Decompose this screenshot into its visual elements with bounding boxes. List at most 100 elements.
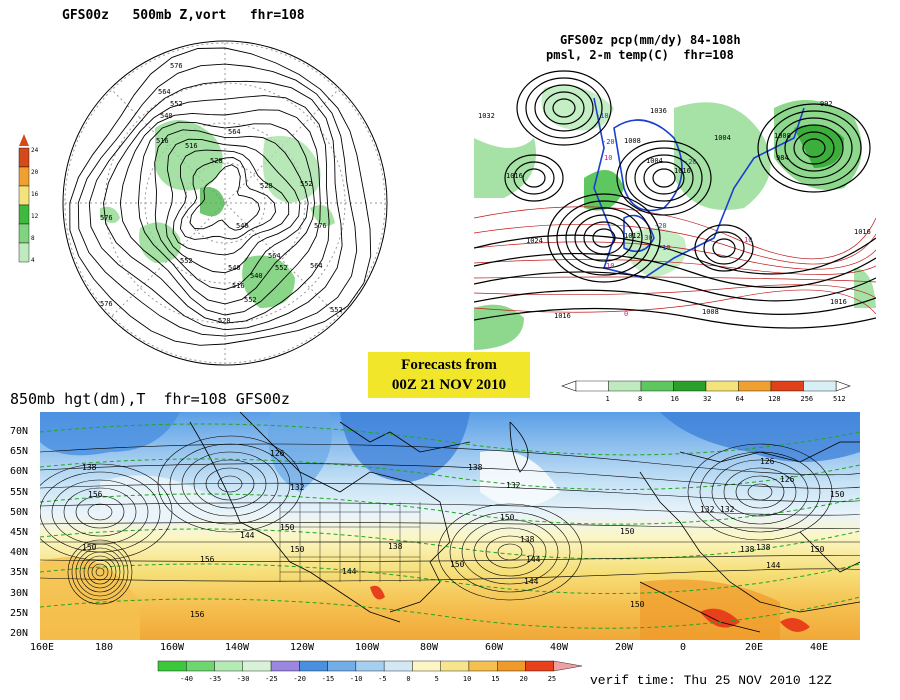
lon-label: 40W: [550, 642, 569, 653]
lat-label: 50N: [10, 506, 29, 518]
pcp-colorbar-label: 32: [703, 395, 711, 403]
contour-label: 576: [314, 222, 327, 230]
lon-label: 160E: [30, 642, 55, 653]
temp-colorbar-swatch: [242, 660, 272, 672]
height-contour: [449, 511, 571, 593]
pcp-colorbar-label: 8: [638, 395, 642, 403]
isobar: [694, 224, 754, 272]
height-label: 150: [280, 523, 295, 532]
height-contour: [154, 129, 309, 291]
temperature-contour: [40, 493, 860, 525]
temp-isotherm: [474, 276, 876, 283]
height-label: 144: [766, 561, 781, 570]
legend-swatch: [18, 185, 30, 206]
temp-colorbar-swatch: [214, 660, 243, 672]
contour-label: 528: [218, 317, 231, 325]
height-contour: [205, 467, 255, 501]
height-label: 132: [506, 481, 521, 490]
isobar: [625, 147, 703, 209]
height-label: 138: [756, 543, 771, 552]
height-contour: [40, 502, 860, 516]
legend-swatch: [18, 242, 30, 263]
legend-label: 24: [31, 147, 39, 154]
isobar: [793, 131, 835, 165]
legend-label: 4: [31, 257, 35, 264]
pcp-colorbar-swatch: [640, 380, 674, 392]
pressure-label: 1008: [702, 308, 719, 316]
temp-isotherm: [474, 206, 876, 260]
height-contour: [75, 495, 125, 529]
height-label: 150: [830, 490, 845, 499]
pressure-label: 984: [776, 154, 789, 162]
isobar: [474, 271, 876, 302]
height-label: 126: [780, 475, 795, 484]
height-label: 132: [290, 483, 305, 492]
lat-label: 55N: [10, 486, 29, 498]
contour-label: 552: [275, 264, 288, 272]
pressure-label: 1036: [650, 107, 667, 115]
height-contour: [40, 568, 860, 582]
temperature-label: -20: [684, 158, 697, 166]
isobar: [552, 98, 576, 118]
height-contour: [119, 109, 321, 316]
contour-label: 552: [170, 100, 183, 108]
legend-label: 16: [31, 191, 39, 198]
height-label: 150: [630, 600, 645, 609]
coastline: [679, 441, 860, 463]
height-contour: [461, 519, 559, 585]
lon-label: 20E: [745, 642, 764, 653]
temp-colorbar-label: 15: [491, 675, 499, 683]
legend-label: 12: [31, 213, 39, 220]
temp-colorbar-swatch: [186, 660, 215, 672]
isobar: [643, 161, 685, 195]
temperature-label: -20: [602, 138, 615, 146]
legend-arrow-icon: [19, 134, 29, 146]
contour-label: 552: [244, 296, 257, 304]
map-pcp-pmsl: 1032 1016 1024 1008 1004 1012 1016 1016 1008 1004…: [474, 68, 876, 350]
temp-colorbar-swatch: [553, 660, 583, 672]
pcp-colorbar-label: 256: [801, 395, 814, 403]
isobar: [565, 207, 643, 269]
legend-label: 8: [31, 235, 35, 242]
temperature-label: 10: [604, 154, 612, 162]
height-contour: [699, 451, 821, 533]
pressure-label: 1016: [854, 228, 871, 236]
coastline: [339, 421, 471, 453]
vorticity-legend: 24 20 16 12 8 4: [15, 130, 45, 270]
panel-pcp-title-line1: GFS00z pcp(mm/dy) 84-108h: [560, 33, 741, 47]
lon-label: 160W: [160, 642, 185, 653]
pcp-colorbar-swatch: [575, 380, 609, 392]
height-contour: [75, 547, 125, 597]
height-label: 156: [88, 490, 103, 499]
height-label: 138: [740, 545, 755, 554]
pcp-colorbar-swatch: [803, 380, 837, 392]
height-contour: [87, 503, 113, 521]
temp-colorbar-label: 10: [463, 675, 471, 683]
temp-isotherm: [474, 224, 876, 265]
temperature-label: 0: [624, 310, 628, 318]
isobar: [556, 200, 652, 276]
height-contour: [157, 435, 303, 533]
pcp-colorbar-swatch: [673, 380, 707, 392]
isobar: [703, 231, 745, 265]
isobar: [525, 77, 603, 139]
lon-label: 140W: [225, 642, 250, 653]
pressure-label: 1016: [674, 167, 691, 175]
height-contour: [95, 567, 105, 577]
cold-isotherm: [613, 119, 683, 212]
contour-label: 540: [236, 222, 249, 230]
contour-label: 564: [310, 262, 323, 270]
height-contour: [77, 63, 358, 337]
isobar: [534, 84, 594, 132]
lon-label: 40E: [810, 642, 829, 653]
isobar: [775, 117, 853, 179]
lon-label: 120W: [290, 642, 315, 653]
height-contour: [711, 459, 809, 525]
height-contour: [69, 47, 372, 346]
height-contour: [40, 463, 860, 489]
pcp-colorbar-label: 512: [833, 395, 846, 403]
isobar: [652, 168, 676, 188]
height-contour: [79, 551, 121, 593]
temp-colorbar-swatch: [497, 660, 526, 672]
lat-label: 40N: [10, 547, 29, 559]
